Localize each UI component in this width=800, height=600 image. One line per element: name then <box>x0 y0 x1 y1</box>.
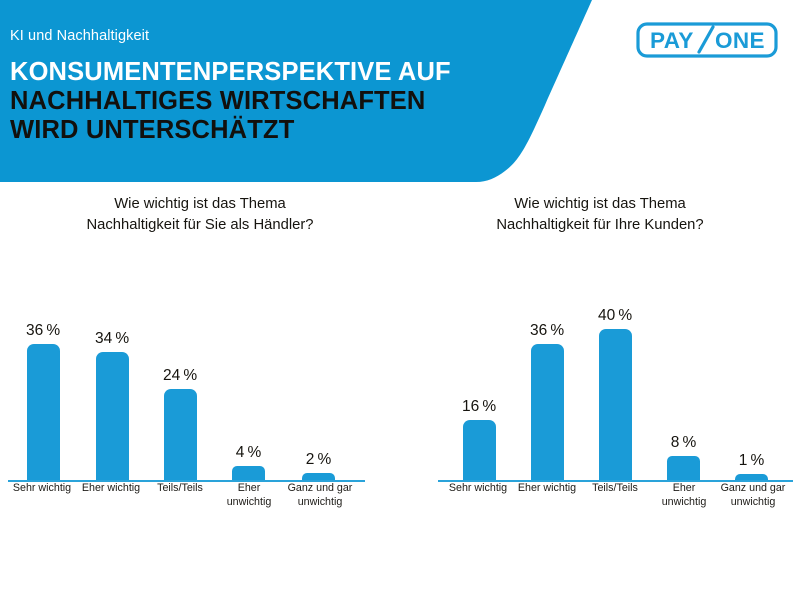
x-axis-label: Teils/Teils <box>140 482 220 496</box>
logo-text-one: ONE <box>715 28 765 53</box>
x-axis-label-line: Eher wichtig <box>81 482 141 494</box>
bar-value-label: 4 % <box>235 444 262 461</box>
charts-area: Wie wichtig ist das Thema Nachhaltigkeit… <box>0 182 800 600</box>
bar-value-label: 8 % <box>670 434 697 451</box>
header-eyebrow: KI und Nachhaltigkeit <box>10 28 150 44</box>
chart-title-line-1: Wie wichtig ist das Thema <box>514 196 686 212</box>
bar-rect[interactable] <box>302 473 335 480</box>
bar-item[interactable]: 2 % <box>302 451 335 480</box>
chart-merchants: Wie wichtig ist das Thema Nachhaltigkeit… <box>0 182 400 600</box>
x-axis-label: Teils/Teils <box>575 482 655 496</box>
x-axis-label-line: Teils/Teils <box>157 482 203 494</box>
bar-value-label: 1 % <box>738 452 765 469</box>
plot-area-merchants: 36 % 34 % 24 % 4 % 2 % <box>0 307 400 482</box>
bar-item[interactable]: 8 % <box>667 434 700 480</box>
logo-text-pay: PAY <box>650 28 694 53</box>
x-axis-label-line: unwichtig <box>661 495 707 508</box>
bar-value-label: 36 % <box>530 322 565 339</box>
bar-rect[interactable] <box>232 466 265 480</box>
bar-group-customers: 16 % 36 % 40 % 8 % 1 % <box>400 305 800 480</box>
chart-customers: Wie wichtig ist das Thema Nachhaltigkeit… <box>400 182 800 600</box>
plot-area-customers: 16 % 36 % 40 % 8 % 1 % <box>400 307 800 482</box>
bar-item[interactable]: 36 % <box>530 322 564 480</box>
bar-value-label: 2 % <box>305 451 332 468</box>
bar-item[interactable]: 1 % <box>735 452 768 480</box>
bar-value-label: 16 % <box>462 398 497 415</box>
payone-logo: PAY ONE <box>636 22 778 58</box>
x-axis-label: Eher unwichtig <box>644 482 724 509</box>
chart-title-merchants: Wie wichtig ist das Thema Nachhaltigkeit… <box>0 194 400 236</box>
bar-item[interactable]: 16 % <box>462 398 496 480</box>
bar-value-label: 40 % <box>598 307 633 324</box>
x-axis-label: Eher unwichtig <box>209 482 289 509</box>
bar-group-merchants: 36 % 34 % 24 % 4 % 2 % <box>0 305 400 480</box>
bar-rect[interactable] <box>26 344 60 480</box>
bar-item[interactable]: 36 % <box>26 322 60 480</box>
headline-line-3: WIRD UNTERSCHÄTZT <box>10 116 295 144</box>
x-axis-label: Sehr wichtig <box>2 482 82 496</box>
x-axis-line <box>438 480 793 482</box>
x-axis-label-line: unwichtig <box>226 495 272 508</box>
headline-line-2: NACHHALTIGES WIRTSCHAFTEN <box>10 87 426 115</box>
bar-item[interactable]: 24 % <box>163 367 197 480</box>
bar-rect[interactable] <box>735 474 768 480</box>
chart-title-customers: Wie wichtig ist das Thema Nachhaltigkeit… <box>400 194 800 236</box>
x-axis-label-line: Sehr wichtig <box>448 482 508 494</box>
x-axis-label-line: Eher <box>237 482 261 494</box>
bar-item[interactable]: 34 % <box>95 330 129 480</box>
x-axis-label: Eher wichtig <box>507 482 587 496</box>
x-axis-label-line: unwichtig <box>730 495 776 508</box>
bar-rect[interactable] <box>598 329 632 480</box>
headline-line-1: KONSUMENTENPERSPEKTIVE AUF <box>10 58 451 86</box>
x-axis-label: Ganz und gar unwichtig <box>707 482 799 509</box>
header-text-block: KI und Nachhaltigkeit KONSUMENTENPERSPEK… <box>10 27 451 145</box>
bar-rect[interactable] <box>462 420 496 480</box>
bar-value-label: 36 % <box>26 322 61 339</box>
logo-border-icon <box>636 22 778 58</box>
chart-title-line-2: Nachhaltigkeit für Ihre Kunden? <box>496 217 704 233</box>
x-axis-label: Sehr wichtig <box>438 482 518 496</box>
x-axis-label-line: Sehr wichtig <box>12 482 72 494</box>
x-axis-label: Eher wichtig <box>71 482 151 496</box>
bar-value-label: 24 % <box>163 367 198 384</box>
bar-rect[interactable] <box>667 456 700 480</box>
header-swoosh-shape <box>0 0 592 182</box>
bar-rect[interactable] <box>530 344 564 480</box>
chart-title-line-1: Wie wichtig ist das Thema <box>114 196 286 212</box>
chart-title-line-2: Nachhaltigkeit für Sie als Händler? <box>86 217 314 233</box>
page-title: KONSUMENTENPERSPEKTIVE AUF NACHHALTIGES … <box>10 58 451 145</box>
header-banner <box>0 0 800 182</box>
bar-rect[interactable] <box>95 352 129 480</box>
x-axis-label-line: Ganz und gar <box>287 482 353 494</box>
x-axis-line <box>8 480 365 482</box>
bar-item[interactable]: 4 % <box>232 444 265 480</box>
x-axis-label-line: Eher <box>672 482 696 494</box>
x-axis-label-line: Eher wichtig <box>517 482 577 494</box>
x-axis-label: Ganz und gar unwichtig <box>275 482 365 509</box>
x-axis-label-line: unwichtig <box>297 495 343 508</box>
x-axis-labels-merchants: Sehr wichtig Eher wichtig Teils/Teils Eh… <box>0 482 400 522</box>
bar-value-label: 34 % <box>95 330 130 347</box>
bar-item[interactable]: 40 % <box>598 307 632 480</box>
x-axis-label-line: Teils/Teils <box>592 482 638 494</box>
bar-rect[interactable] <box>163 389 197 480</box>
logo-slash-icon <box>697 25 715 54</box>
x-axis-label-line: Ganz und gar <box>720 482 786 494</box>
x-axis-labels-customers: Sehr wichtig Eher wichtig Teils/Teils Eh… <box>400 482 800 522</box>
